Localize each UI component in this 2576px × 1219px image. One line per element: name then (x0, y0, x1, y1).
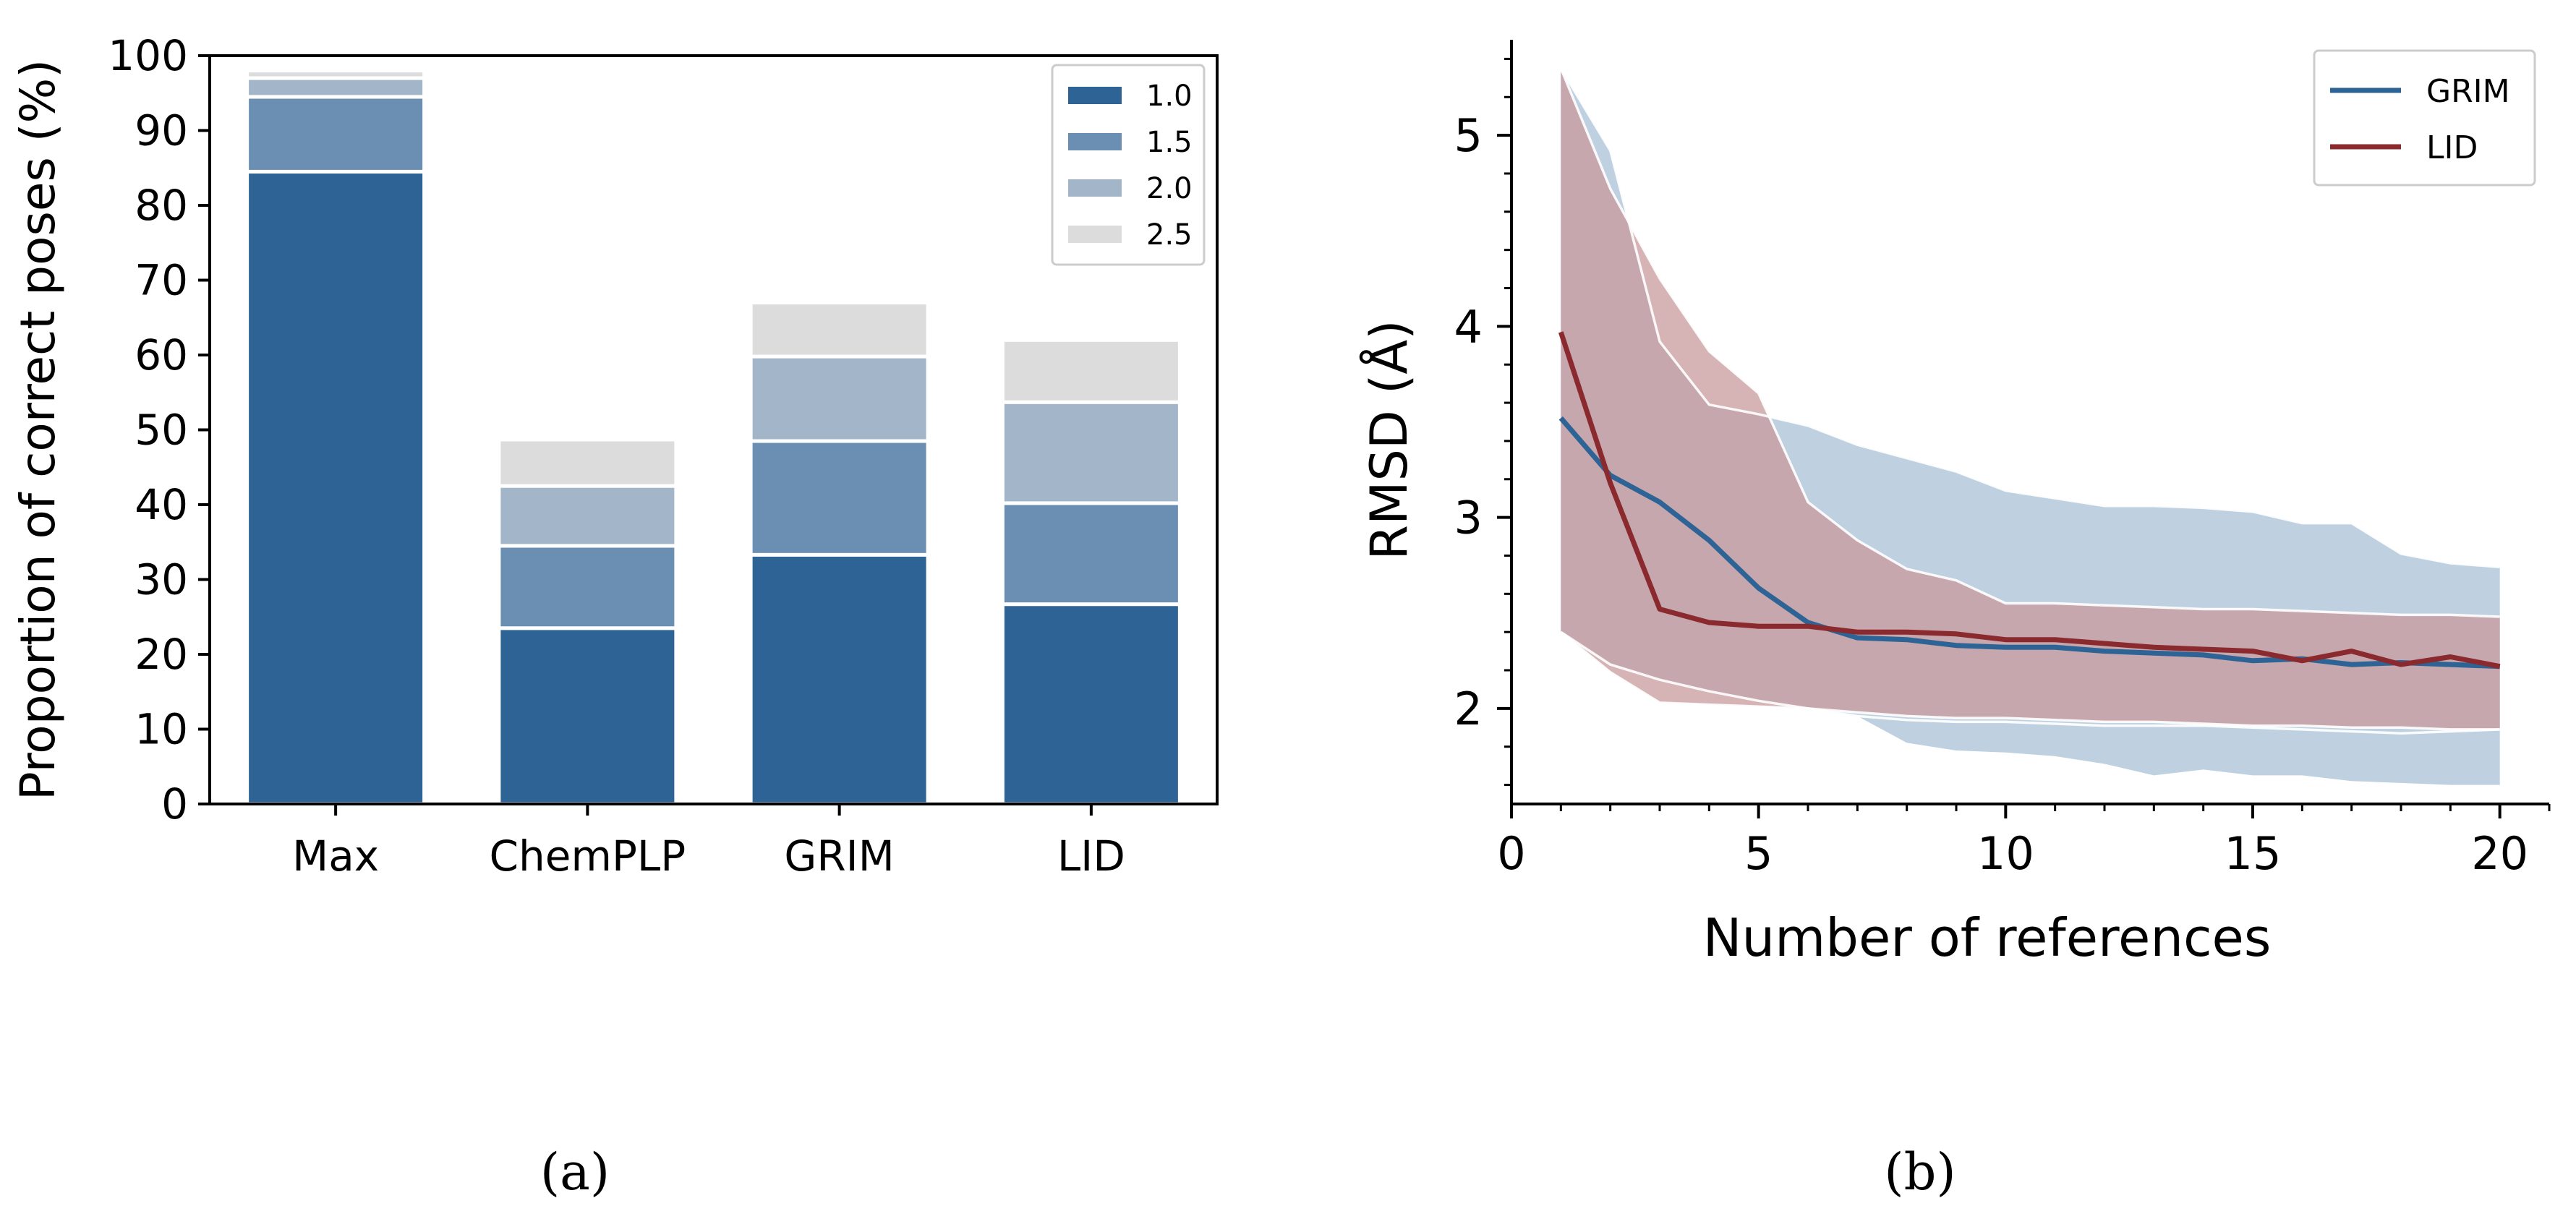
y-tick-label: 0 (161, 779, 188, 829)
x-tick-label: 20 (2471, 827, 2528, 880)
legend-box (2313, 49, 2536, 187)
band-layer (1559, 67, 2500, 785)
legend-swatch (1068, 226, 1122, 243)
y-axis: 2 3 4 5 (1454, 57, 1511, 787)
y-tick-label: 4 (1454, 300, 1483, 353)
y-tick-label: 40 (135, 480, 188, 529)
bar-grim-2-0 (749, 354, 930, 443)
bar-lid-2-5 (1000, 338, 1182, 404)
bar-chemplp-2-5 (497, 437, 678, 488)
panel-caption-b: (b) (1884, 1142, 1956, 1202)
y-tick-label: 50 (135, 406, 188, 455)
y-tick-label: 2 (1454, 683, 1483, 735)
x-tick-label: 5 (1744, 827, 1773, 880)
bar-grim-2-5 (749, 301, 930, 359)
bar-max-1-5 (245, 95, 427, 174)
band-edge (1559, 67, 2500, 618)
bar-grim-1-0 (749, 552, 930, 806)
legend-label: 1.0 (1146, 80, 1193, 113)
legend: 1.0 1.5 2.0 2.5 (1051, 64, 1206, 266)
x-tick-label: 15 (2225, 827, 2282, 880)
y-tick-label: 60 (135, 330, 188, 380)
bar-grim-1-5 (749, 439, 930, 557)
x-axis-label: Number of references (1703, 907, 2272, 968)
bar-lid-1-5 (1000, 501, 1182, 607)
y-tick-label: 90 (135, 106, 188, 155)
line-chart-panel: 2 3 4 5 0 5 10 15 20 RMSD (Å) Number of referen… (1360, 40, 2551, 1202)
x-tick-label: LID (1057, 831, 1125, 881)
legend-label: GRIM (2426, 73, 2510, 110)
line-grim (1558, 416, 2500, 670)
bar-lid-1-0 (1000, 602, 1182, 806)
x-axis: 0 5 10 15 20 (1497, 804, 2551, 880)
legend-box (1051, 64, 1206, 266)
band-edge (1559, 67, 2500, 569)
y-tick-label: 30 (135, 555, 188, 604)
bar-chemplp-1-0 (497, 626, 678, 806)
y-tick-label: 20 (135, 630, 188, 679)
band-lid (1561, 68, 2500, 730)
legend-label: LID (2426, 129, 2478, 166)
bar-max-2-0 (245, 76, 427, 99)
bar-chemplp-2-0 (497, 484, 678, 548)
bar-max-2-5 (245, 69, 427, 80)
legend-label: 2.0 (1146, 172, 1193, 205)
x-tick-label: Max (292, 831, 379, 881)
bar-chart-panel: 0 10 20 30 40 50 60 70 80 90 100 Max ChemPLP GRIM LID… (10, 31, 1219, 1202)
panel-caption-a: (a) (540, 1142, 610, 1202)
bar-lid-2-0 (1000, 400, 1182, 505)
legend-label: 1.5 (1146, 126, 1193, 159)
legend-swatch (1068, 133, 1122, 150)
y-axis: 0 10 20 30 40 50 60 70 80 90 100 (108, 31, 210, 829)
x-tick-label: GRIM (784, 831, 894, 881)
x-axis: Max ChemPLP GRIM LID (292, 804, 1125, 881)
axes-spines (1510, 40, 2549, 805)
line-lid (1558, 331, 2501, 670)
x-tick-label: ChemPLP (490, 831, 686, 881)
bar-chemplp-1-5 (497, 544, 678, 630)
y-tick-label: 3 (1454, 492, 1483, 544)
y-axis-label: Proportion of correct poses (%) (10, 59, 66, 800)
legend: GRIM LID (2313, 49, 2536, 187)
x-tick-label: 0 (1497, 827, 1525, 880)
y-tick-label: 80 (135, 181, 188, 230)
y-axis-label: RMSD (Å) (1360, 320, 1419, 560)
line-layer (1558, 331, 2501, 670)
y-tick-label: 70 (135, 256, 188, 305)
y-tick-label: 100 (108, 31, 188, 80)
band-edge (1560, 630, 2500, 731)
legend-label: 2.5 (1146, 218, 1193, 252)
bar-layer (245, 69, 1182, 806)
y-tick-label: 5 (1454, 109, 1483, 162)
legend-swatch (1068, 179, 1122, 197)
y-tick-label: 10 (135, 705, 188, 754)
legend-swatch (1068, 87, 1122, 104)
x-tick-label: 10 (1977, 827, 2034, 880)
bar-max-1-0 (245, 169, 427, 806)
band-edge (1560, 630, 2500, 735)
